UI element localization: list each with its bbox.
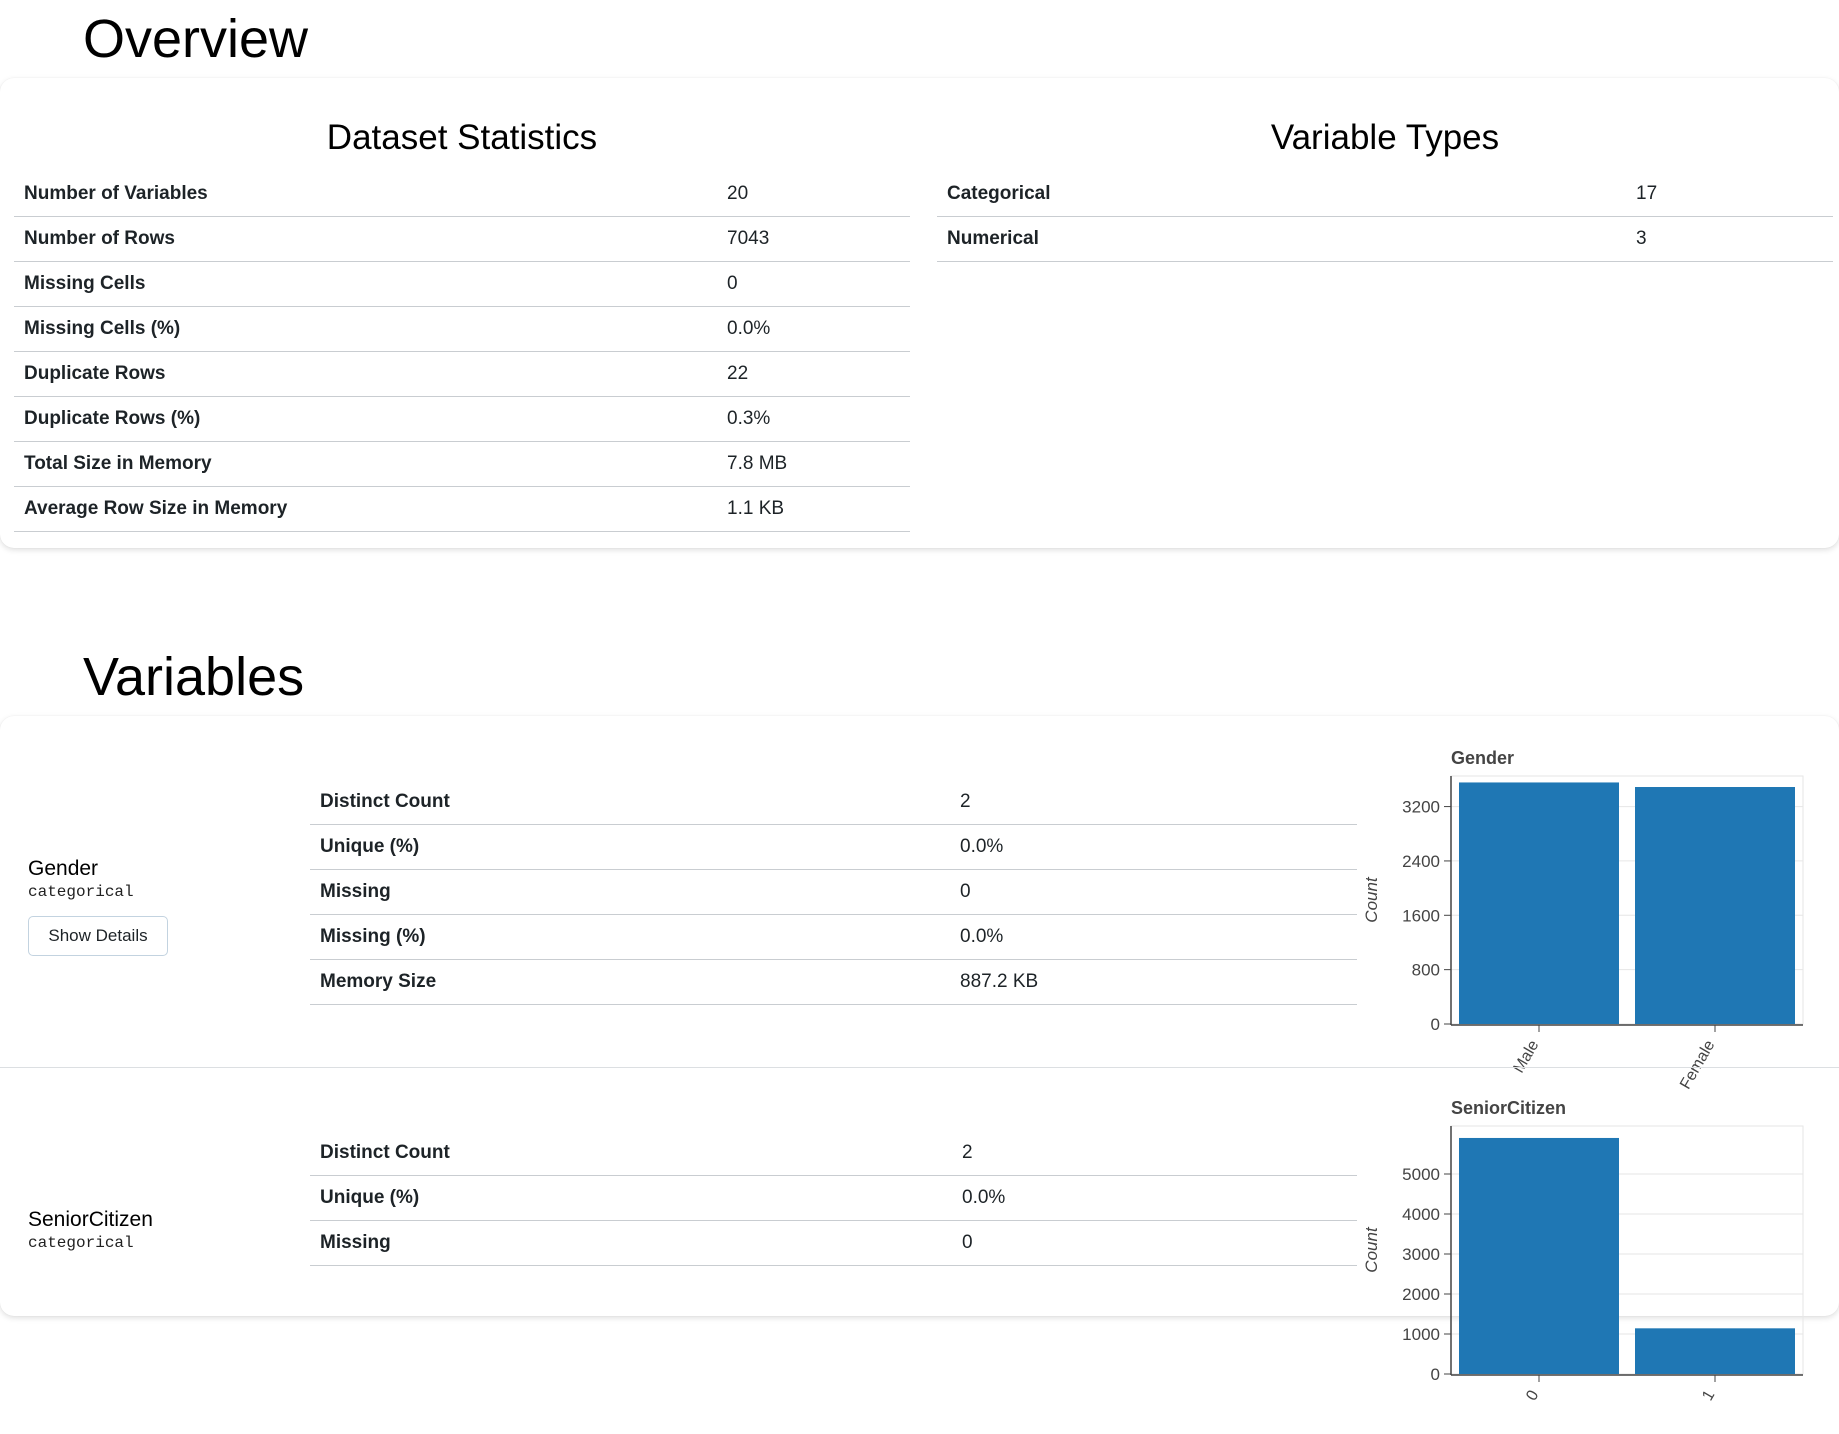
stat-value: 0.0% <box>950 824 1357 870</box>
stat-label: Unique (%) <box>310 824 950 870</box>
stat-value: 2 <box>950 780 1357 825</box>
x-tick-label: 0 <box>1523 1387 1542 1403</box>
seniorcitizen-bar-chart: SeniorCitizen 0 1000 2000 3000 4000 5000 0 1 Coun… <box>1362 1098 1804 1404</box>
table-row: Missing Cells 0 <box>14 261 910 307</box>
stat-value: 7043 <box>717 216 910 262</box>
stat-label: Missing <box>310 1220 952 1266</box>
table-row: Unique (%) 0.0% <box>310 1175 1357 1221</box>
chart-title: SeniorCitizen <box>1451 1098 1566 1118</box>
y-tick-label: 2000 <box>1402 1285 1440 1304</box>
variable-types-table: Categorical 17 Numerical 3 <box>937 172 1833 262</box>
type-count: 3 <box>1626 216 1833 262</box>
variable-stats-table: Distinct Count 2 Unique (%) 0.0% Missing 0 <box>310 1131 1357 1266</box>
table-row: Duplicate Rows (%) 0.3% <box>14 396 910 442</box>
stat-value: 0.0% <box>952 1175 1357 1221</box>
y-tick-label: 1000 <box>1402 1325 1440 1344</box>
stat-value: 887.2 KB <box>950 959 1357 1005</box>
stat-value: 20 <box>717 172 910 217</box>
table-row: Numerical 3 <box>937 216 1833 262</box>
table-row: Distinct Count 2 <box>310 780 1357 825</box>
y-tick-label: 2400 <box>1402 852 1440 871</box>
stat-value: 1.1 KB <box>717 486 910 532</box>
y-tick-label: 0 <box>1431 1015 1440 1034</box>
y-axis-label: Count <box>1362 1226 1381 1273</box>
variable-divider <box>0 1067 1839 1068</box>
table-row: Number of Variables 20 <box>14 172 910 217</box>
stat-value: 22 <box>717 351 910 397</box>
table-row: Missing 0 <box>310 1220 1357 1266</box>
variable-name: SeniorCitizen <box>28 1208 153 1231</box>
stat-label: Number of Rows <box>14 216 717 262</box>
table-row: Memory Size 887.2 KB <box>310 959 1357 1005</box>
type-label: Categorical <box>937 172 1626 217</box>
stat-label: Missing <box>310 869 950 915</box>
type-count: 17 <box>1626 172 1833 217</box>
stat-label: Unique (%) <box>310 1175 952 1221</box>
bar <box>1635 787 1795 1024</box>
table-row: Missing Cells (%) 0.0% <box>14 306 910 352</box>
x-tick-label: Male <box>1510 1037 1542 1076</box>
y-tick-label: 800 <box>1412 961 1440 980</box>
variable-type: categorical <box>28 1234 134 1252</box>
x-tick-label: 1 <box>1699 1387 1718 1403</box>
stat-label: Memory Size <box>310 959 950 1005</box>
dataset-statistics-table: Number of Variables 20 Number of Rows 7043… <box>14 172 910 532</box>
stat-label: Number of Variables <box>14 172 717 217</box>
chart-title: Gender <box>1451 748 1514 768</box>
table-row: Total Size in Memory 7.8 MB <box>14 441 910 487</box>
y-tick-label: 0 <box>1431 1365 1440 1384</box>
stat-label: Missing Cells <box>14 261 717 307</box>
y-tick-label: 4000 <box>1402 1205 1440 1224</box>
variables-card: Gender categorical Show Details Distinct… <box>0 716 1839 1404</box>
variable-stats-table: Distinct Count 2 Unique (%) 0.0% Missing 0 … <box>310 780 1357 1005</box>
stat-value: 0.3% <box>717 396 910 442</box>
stat-label: Distinct Count <box>310 780 950 825</box>
stat-value: 0 <box>950 869 1357 915</box>
table-row: Missing (%) 0.0% <box>310 914 1357 960</box>
table-row: Average Row Size in Memory 1.1 KB <box>14 486 910 532</box>
type-label: Numerical <box>937 216 1626 262</box>
stat-label: Duplicate Rows <box>14 351 717 397</box>
table-row: Duplicate Rows 22 <box>14 351 910 397</box>
y-tick-label: 5000 <box>1402 1165 1440 1184</box>
overview-card: Dataset Statistics Number of Variables 20… <box>0 78 1839 548</box>
table-row: Categorical 17 <box>937 172 1833 217</box>
stat-value: 7.8 MB <box>717 441 910 487</box>
y-tick-label: 3000 <box>1402 1245 1440 1264</box>
table-row: Number of Rows 7043 <box>14 216 910 262</box>
y-tick-label: 1600 <box>1402 906 1440 925</box>
stat-value: 0.0% <box>950 914 1357 960</box>
stat-label: Total Size in Memory <box>14 441 717 487</box>
y-tick-label: 3200 <box>1402 798 1440 817</box>
variable-name: Gender <box>28 857 99 880</box>
variables-heading: Variables <box>83 647 305 707</box>
dataset-statistics-title: Dataset Statistics <box>326 118 598 157</box>
table-row: Distinct Count 2 <box>310 1131 1357 1176</box>
table-row: Unique (%) 0.0% <box>310 824 1357 870</box>
stat-label: Missing (%) <box>310 914 950 960</box>
stat-label: Duplicate Rows (%) <box>14 396 717 442</box>
stat-label: Missing Cells (%) <box>14 306 717 352</box>
stat-value: 0 <box>952 1220 1357 1266</box>
variable-types-title: Variable Types <box>1270 118 1500 157</box>
stat-value: 2 <box>952 1131 1357 1176</box>
stat-value: 0.0% <box>717 306 910 352</box>
show-details-button[interactable]: Show Details <box>28 916 168 956</box>
bar <box>1459 782 1619 1024</box>
bar <box>1459 1137 1619 1374</box>
y-axis-label: Count <box>1362 876 1381 923</box>
table-row: Missing 0 <box>310 869 1357 915</box>
stat-label: Average Row Size in Memory <box>14 486 717 532</box>
variable-type: categorical <box>28 883 134 901</box>
stat-value: 0 <box>717 261 910 307</box>
bar <box>1635 1328 1795 1374</box>
overview-heading: Overview <box>83 9 309 69</box>
stat-label: Distinct Count <box>310 1131 952 1176</box>
